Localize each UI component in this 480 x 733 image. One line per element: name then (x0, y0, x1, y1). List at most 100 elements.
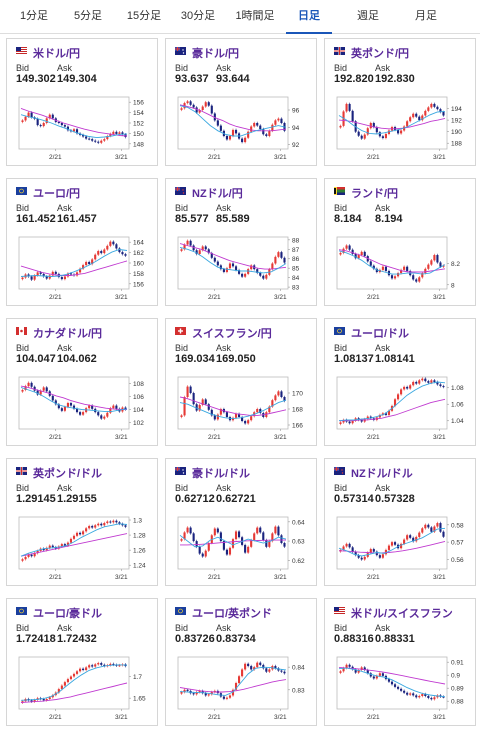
price-chart[interactable]: 156 154 152 150 148 2/21 3/21 (17, 93, 155, 163)
rate-card-eur-jpy[interactable]: ユーロ/円 Bid Ask 161.452 161.457 164 162 160 158 156… (6, 178, 158, 306)
pair-title[interactable]: 豪ドル/円 (192, 48, 240, 60)
tab-8[interactable]: 月足 (415, 10, 437, 22)
candle-up (225, 697, 229, 699)
candle-down (60, 123, 63, 126)
y-tick-label: 0.64 (292, 519, 305, 526)
candle-down (57, 121, 60, 123)
rate-card-eur-usd[interactable]: ユーロ/ドル Bid Ask 1.08137 1.08141 1.08 1.06 1.04 2/… (324, 318, 476, 446)
tab-7[interactable]: 週足 (357, 10, 379, 22)
tab-3[interactable]: 15分足 (126, 10, 162, 22)
y-tick-label: 102 (133, 420, 144, 427)
pair-title[interactable]: ユーロ/英ポンド (192, 608, 273, 620)
x-tick-label: 3/21 (433, 154, 446, 161)
price-chart[interactable]: 1.7 1.65 2/21 3/21 (17, 653, 155, 723)
rate-card-nzd-jpy[interactable]: NZドル/円 Bid Ask 85.577 85.589 88 87 86 85 84 83 2/21… (165, 178, 317, 306)
price-chart[interactable]: 0.58 0.57 0.56 2/21 3/21 (335, 513, 473, 583)
candle-down (91, 139, 94, 141)
candle-up (103, 416, 106, 419)
candle-up (75, 272, 79, 276)
rate-card-usd-chf[interactable]: 米ドル/スイスフラン Bid Ask 0.88316 0.88331 0.91 0.9 0.8… (324, 598, 476, 726)
x-tick-label: 3/21 (115, 574, 128, 581)
candle-up (106, 245, 109, 250)
candle-down (348, 421, 351, 424)
pair-title[interactable]: ユーロ/ドル (351, 328, 410, 340)
price-chart[interactable]: 0.91 0.9 0.89 0.88 2/21 3/21 (335, 653, 473, 723)
candle-up (66, 679, 70, 683)
candle-up (244, 663, 247, 670)
price-chart[interactable]: 164 162 160 158 156 2/21 3/21 (17, 233, 155, 303)
plot-frame (336, 236, 448, 290)
candle-up (24, 116, 27, 121)
price-chart[interactable]: 170 168 166 2/21 3/21 (176, 373, 314, 443)
pair-title[interactable]: 豪ドル/ドル (192, 468, 251, 480)
price-chart[interactable]: 0.84 0.83 2/21 3/21 (176, 653, 314, 723)
candle-down (88, 138, 91, 140)
price-chart[interactable]: 8.2 8 2/21 3/21 (335, 233, 473, 303)
candle-down (27, 274, 30, 277)
candle-down (222, 269, 225, 272)
pair-title[interactable]: ユーロ/豪ドル (33, 608, 103, 620)
candle-down (45, 276, 48, 279)
moving-average-long-line (20, 533, 128, 557)
ask-label: Ask (57, 63, 73, 73)
candle-down (250, 666, 253, 670)
bid-value: 0.57314 (334, 493, 374, 505)
candle-down (219, 125, 222, 131)
pair-title[interactable]: 英ポンド/ドル (33, 468, 103, 480)
tab-4[interactable]: 30分足 (180, 10, 216, 22)
candle-up (357, 255, 360, 259)
rate-card-nzd-usd[interactable]: NZドル/ドル Bid Ask 0.57314 0.57328 0.58 0.57 0.56 2… (324, 458, 476, 586)
pair-title[interactable]: ランド/円 (351, 188, 399, 200)
rate-card-chf-jpy[interactable]: スイスフラン/円 Bid Ask 169.034 169.050 170 168 166 2/2… (165, 318, 317, 446)
rate-card-gbp-usd[interactable]: 英ポンド/ドル Bid Ask 1.29145 1.29155 1.3 1.28 1.26 1.… (6, 458, 158, 586)
rate-card-eur-aud[interactable]: ユーロ/豪ドル Bid Ask 1.72418 1.72432 1.7 1.65 2/21 3/… (6, 598, 158, 726)
pair-title[interactable]: 米ドル/スイスフラン (351, 608, 453, 620)
pair-title[interactable]: スイスフラン/円 (192, 328, 272, 340)
candle-down (259, 527, 262, 533)
rate-card-zar-jpy[interactable]: ランド/円 Bid Ask 8.184 8.194 8.2 8 2/21 3/21 (324, 178, 476, 306)
candle-up (207, 543, 210, 551)
price-chart[interactable]: 1.3 1.28 1.26 1.24 2/21 3/21 (17, 513, 155, 583)
pair-title[interactable]: NZドル/ドル (351, 468, 413, 480)
moving-average-short-line (20, 664, 128, 701)
candle-up (72, 535, 76, 539)
rate-card-usd-jpy[interactable]: 米ドル/円 Bid Ask 149.302 149.304 156 154 152 150 148… (6, 38, 158, 166)
tab-2[interactable]: 5分足 (73, 10, 103, 22)
ask-value: 85.589 (216, 213, 250, 225)
rate-card-gbp-jpy[interactable]: 英ポンド/円 Bid Ask 192.820 192.830 194 192 190 188 2/… (324, 38, 476, 166)
price-chart[interactable]: 108 106 104 102 2/21 3/21 (17, 373, 155, 443)
pair-title[interactable]: ユーロ/円 (33, 188, 81, 200)
candle-down (372, 549, 375, 552)
price-chart[interactable]: 1.08 1.06 1.04 2/21 3/21 (335, 373, 473, 443)
rate-card-eur-gbp[interactable]: ユーロ/英ポンド Bid Ask 0.83726 0.83734 0.84 0.83 2/21… (165, 598, 317, 726)
candle-up (253, 123, 256, 127)
price-chart[interactable]: 96 94 92 2/21 3/21 (176, 93, 314, 163)
tab-6[interactable]: 日足 (286, 0, 332, 34)
flag-za-icon (334, 187, 345, 195)
rate-card-aud-jpy[interactable]: 豪ドル/円 Bid Ask 93.637 93.644 96 94 92 2/21 3/21 (165, 38, 317, 166)
pair-title[interactable]: カナダドル/円 (33, 328, 103, 340)
tab-5[interactable]: 1時間足 (235, 10, 275, 22)
tab-1[interactable]: 1分足 (19, 10, 49, 22)
candle-up (213, 690, 216, 693)
price-chart[interactable]: 0.64 0.63 0.62 2/21 3/21 (176, 513, 314, 583)
rate-card-cad-jpy[interactable]: カナダドル/円 Bid Ask 104.047 104.062 108 106 104 102 2… (6, 318, 158, 446)
candle-up (183, 244, 186, 250)
rate-card-aud-jpy-2[interactable]: 豪ドル/ドル Bid Ask 0.62712 0.62721 0.64 0.63 0.62 2/… (165, 458, 317, 586)
price-chart[interactable]: 88 87 86 85 84 83 2/21 3/21 (176, 233, 314, 303)
candle-down (378, 132, 381, 137)
candle-up (94, 254, 97, 260)
candle-up (271, 400, 274, 407)
pair-title[interactable]: 米ドル/円 (33, 48, 81, 60)
candle-down (436, 106, 439, 110)
candle-down (225, 136, 229, 140)
y-tick-label: 162 (133, 250, 144, 257)
pair-title[interactable]: NZドル/円 (192, 188, 243, 200)
candle-down (244, 544, 247, 553)
pair-title[interactable]: 英ポンド/円 (351, 48, 410, 60)
candle-up (265, 274, 268, 279)
candle-up (247, 269, 250, 274)
candle-up (430, 380, 433, 383)
price-chart[interactable]: 194 192 190 188 2/21 3/21 (335, 93, 473, 163)
x-tick-label: 3/21 (274, 574, 287, 581)
